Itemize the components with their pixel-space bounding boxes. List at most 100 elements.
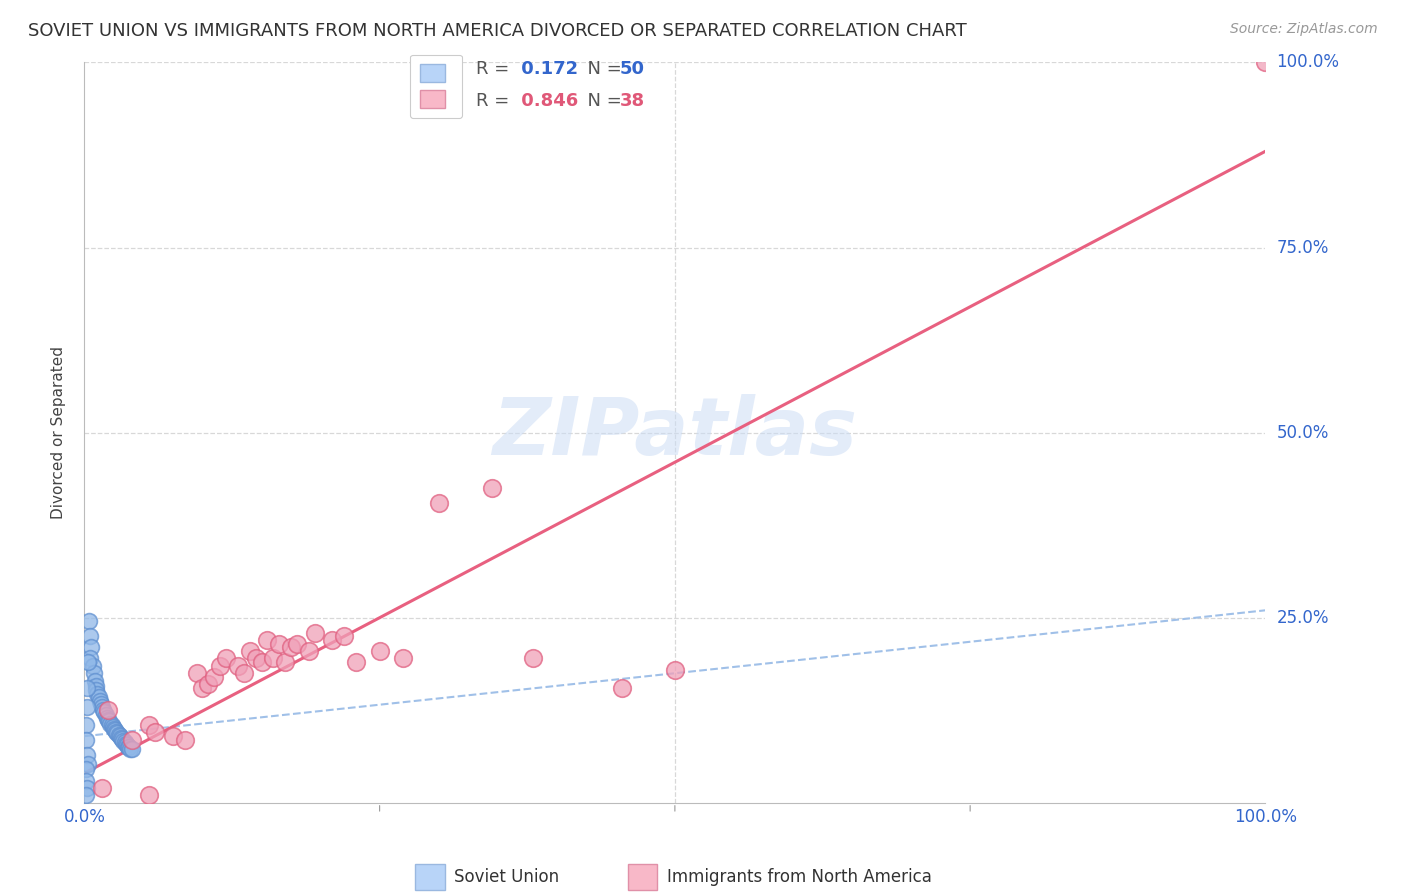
Text: ZIPatlas: ZIPatlas xyxy=(492,393,858,472)
Text: 25.0%: 25.0% xyxy=(1277,608,1329,627)
Point xyxy=(232,666,254,681)
Point xyxy=(321,632,343,647)
Point xyxy=(77,655,100,669)
Point xyxy=(100,718,122,732)
Text: R =: R = xyxy=(475,61,515,78)
Point xyxy=(98,716,121,731)
Text: R =: R = xyxy=(475,92,515,111)
Point xyxy=(392,651,415,665)
Point xyxy=(90,697,112,711)
Point xyxy=(93,706,115,720)
Point xyxy=(427,496,450,510)
Point xyxy=(285,637,308,651)
Point xyxy=(91,699,114,714)
Text: SOVIET UNION VS IMMIGRANTS FROM NORTH AMERICA DIVORCED OR SEPARATED CORRELATION : SOVIET UNION VS IMMIGRANTS FROM NORTH AM… xyxy=(28,22,967,40)
Point xyxy=(97,703,120,717)
Point xyxy=(107,728,129,742)
Point xyxy=(162,729,184,743)
Point xyxy=(186,666,208,681)
Point xyxy=(77,757,100,772)
Text: 50: 50 xyxy=(620,61,645,78)
Point xyxy=(103,722,125,736)
Text: 38: 38 xyxy=(620,92,645,111)
Point xyxy=(173,732,195,747)
Point xyxy=(245,651,267,665)
Point xyxy=(226,658,249,673)
Point xyxy=(111,732,134,747)
Point xyxy=(98,714,121,729)
Text: Soviet Union: Soviet Union xyxy=(454,868,560,886)
Text: Source: ZipAtlas.com: Source: ZipAtlas.com xyxy=(1230,22,1378,37)
Point xyxy=(75,718,97,732)
Point xyxy=(75,763,97,777)
Point xyxy=(344,655,367,669)
Point xyxy=(262,651,284,665)
Point xyxy=(1254,55,1277,70)
Point xyxy=(664,663,686,677)
Point xyxy=(522,651,544,665)
FancyBboxPatch shape xyxy=(627,863,657,890)
Point xyxy=(76,681,98,695)
Point xyxy=(368,644,391,658)
Point xyxy=(202,670,225,684)
Point xyxy=(79,651,101,665)
Point xyxy=(239,644,262,658)
Point xyxy=(75,732,97,747)
Point xyxy=(91,702,114,716)
Point xyxy=(250,655,273,669)
Point xyxy=(76,699,98,714)
Point xyxy=(97,713,120,727)
Point xyxy=(215,651,238,665)
Point xyxy=(114,737,136,751)
Point xyxy=(115,738,138,752)
Point xyxy=(256,632,278,647)
Point xyxy=(110,731,132,745)
Point xyxy=(209,658,232,673)
Point xyxy=(121,742,143,756)
Point xyxy=(94,708,117,723)
Point xyxy=(298,644,321,658)
Legend: , : , xyxy=(411,54,461,118)
Point xyxy=(86,687,108,701)
Point xyxy=(280,640,302,655)
Point xyxy=(610,681,633,695)
Point xyxy=(82,658,104,673)
Text: 75.0%: 75.0% xyxy=(1277,238,1329,257)
Point xyxy=(304,625,326,640)
Point xyxy=(333,629,356,643)
Point xyxy=(87,690,110,704)
Point xyxy=(118,740,141,755)
Point xyxy=(75,789,97,803)
Point xyxy=(77,615,100,629)
Text: Immigrants from North America: Immigrants from North America xyxy=(666,868,932,886)
Text: N =: N = xyxy=(576,92,627,111)
Point xyxy=(89,693,111,707)
Point xyxy=(138,718,160,732)
Point xyxy=(91,780,114,795)
Point xyxy=(108,729,131,743)
Point xyxy=(75,773,97,788)
Point xyxy=(96,711,118,725)
Text: 0.846: 0.846 xyxy=(515,92,578,111)
FancyBboxPatch shape xyxy=(415,863,444,890)
Point xyxy=(269,637,291,651)
Point xyxy=(481,481,503,495)
Point xyxy=(84,679,107,693)
Point xyxy=(191,681,214,695)
Point xyxy=(79,629,101,643)
Point xyxy=(76,780,98,795)
Point xyxy=(121,732,143,747)
Point xyxy=(114,735,136,749)
Point xyxy=(197,677,219,691)
Point xyxy=(84,683,107,698)
Point xyxy=(117,739,139,754)
Text: 0.172: 0.172 xyxy=(515,61,578,78)
Point xyxy=(80,640,103,655)
Point xyxy=(104,723,127,738)
Point xyxy=(112,733,135,747)
Point xyxy=(83,666,105,681)
Point xyxy=(76,747,98,762)
Point xyxy=(274,655,297,669)
Text: N =: N = xyxy=(576,61,627,78)
Point xyxy=(107,726,129,740)
